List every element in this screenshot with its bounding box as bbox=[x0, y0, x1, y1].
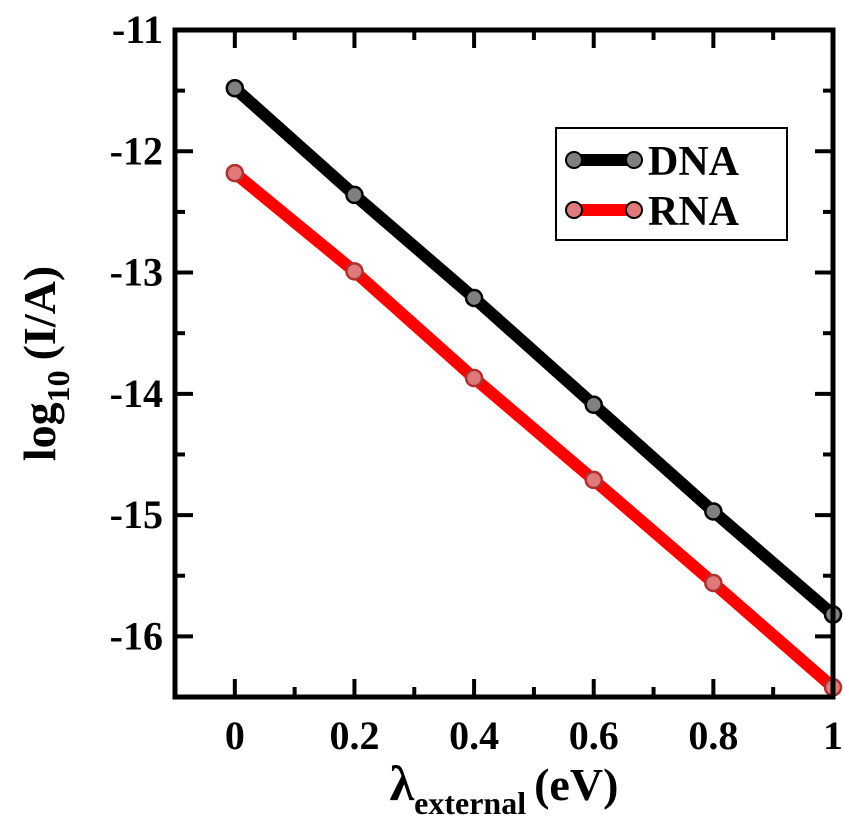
y-tick-label: -13 bbox=[110, 250, 163, 295]
legend-swatch-marker bbox=[565, 201, 583, 219]
plot-frame bbox=[172, 27, 836, 700]
data-point-dna bbox=[464, 288, 484, 308]
y-tick-label: -11 bbox=[112, 7, 163, 52]
data-point-rna bbox=[584, 470, 603, 490]
x-axis-title: λexternal (eV) bbox=[390, 755, 619, 821]
data-point-dna bbox=[584, 395, 603, 414]
y-axis-title: log10 (I/A) bbox=[14, 266, 76, 461]
x-tick-label: 0 bbox=[225, 713, 245, 758]
x-tick-label: 0.4 bbox=[449, 713, 499, 758]
data-point-rna bbox=[225, 163, 245, 183]
data-point-rna bbox=[704, 573, 723, 593]
x-tick-label: 0.6 bbox=[569, 713, 619, 758]
series-line-dna bbox=[230, 83, 837, 620]
y-axis-prefix: log bbox=[14, 402, 65, 461]
x-axis-unit: (eV) bbox=[534, 759, 618, 810]
data-point-rna bbox=[345, 262, 364, 281]
legend-swatch-marker bbox=[565, 151, 583, 169]
legend-label: DNA bbox=[648, 139, 740, 185]
x-tick-label: 0.2 bbox=[329, 713, 379, 758]
x-tick-label: 1 bbox=[823, 713, 843, 758]
data-point-dna bbox=[225, 78, 245, 98]
y-tick-label: -16 bbox=[110, 613, 163, 658]
x-axis-subscript: external bbox=[414, 785, 526, 821]
data-point-dna bbox=[704, 502, 723, 521]
y-tick-label: -15 bbox=[110, 492, 163, 537]
y-tick-label: -12 bbox=[110, 128, 163, 173]
x-tick-label: 0.8 bbox=[688, 713, 738, 758]
y-axis-suffix: (I/A) bbox=[14, 266, 65, 361]
legend-box bbox=[555, 127, 788, 241]
y-axis-subscript: 10 bbox=[40, 370, 76, 402]
data-point-dna bbox=[345, 185, 364, 205]
x-axis-symbol: λ bbox=[390, 755, 415, 811]
series-line-rna bbox=[231, 168, 837, 692]
tick-labels: 0 0.2 0.4 0.6 0.8 1 -16 -15 -14 -13 -12 -11 bbox=[110, 7, 843, 758]
legend-swatch-marker bbox=[625, 151, 643, 169]
legend-swatch-marker bbox=[625, 201, 643, 219]
legend-label: RNA bbox=[648, 189, 740, 235]
y-tick-label: -14 bbox=[110, 371, 163, 416]
data-point-rna bbox=[464, 368, 484, 388]
